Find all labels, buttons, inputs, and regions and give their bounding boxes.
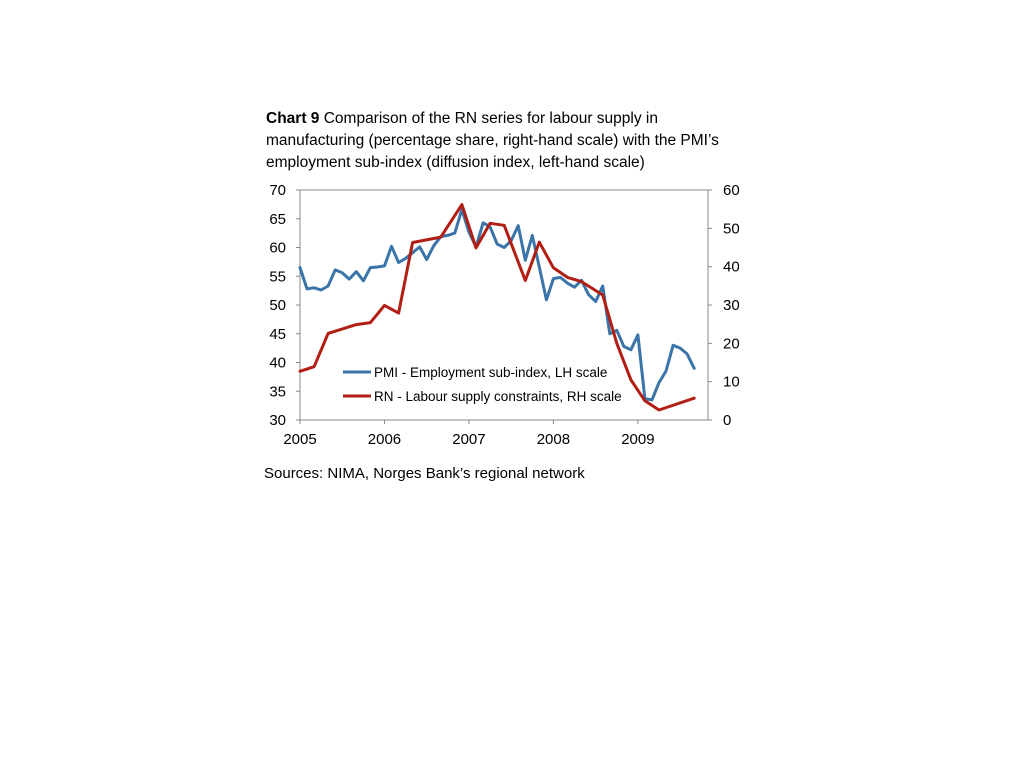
x-axis-tick-label: 2008: [537, 431, 570, 448]
pmi-series-line: [298, 208, 696, 402]
x-axis-tick-label: 2005: [283, 431, 316, 448]
right-axis-tick-label: 60: [723, 182, 740, 199]
right-axis-tick-label: 10: [723, 374, 740, 391]
x-axis-tick-label: 2009: [621, 431, 654, 448]
source-note: Sources: NIMA, Norges Bank’s regional ne…: [264, 465, 585, 482]
left-axis-tick-label: 45: [269, 326, 286, 343]
left-axis-tick-label: 50: [269, 297, 286, 314]
x-axis-tick-label: 2006: [368, 431, 401, 448]
right-axis-tick-label: 30: [723, 297, 740, 314]
left-axis-tick-label: 55: [269, 268, 286, 285]
rn-series-line: [298, 203, 696, 412]
left-axis-tick-label: 60: [269, 240, 286, 257]
legend-label: PMI - Employment sub-index, LH scale: [374, 365, 607, 380]
chart-series: [298, 203, 696, 412]
right-axis-tick-label: 0: [723, 412, 731, 429]
right-axis-tick-label: 50: [723, 220, 740, 237]
right-axis-tick-label: 40: [723, 259, 740, 276]
right-axis-tick-label: 20: [723, 335, 740, 352]
chart-caption-text: Comparison of the RN series for labour s…: [266, 110, 719, 171]
left-axis-tick-label: 35: [269, 383, 286, 400]
chart-legend: PMI - Employment sub-index, LH scale RN -…: [343, 365, 622, 404]
legend-label: RN - Labour supply constraints, RH scale: [374, 389, 622, 404]
left-axis-tick-label: 65: [269, 211, 286, 228]
x-axis-tick-label: 2007: [452, 431, 485, 448]
chart-label: Chart 9: [266, 110, 320, 127]
line-chart: 70 65 60 55 50 45 40 35 30 60 50 40 30 20 10 0 2005 2006 2…: [269, 182, 739, 448]
left-axis-tick-label: 70: [269, 182, 286, 199]
left-axis-tick-label: 30: [269, 412, 286, 429]
chart-caption: Chart 9 Comparison of the RN series for …: [266, 108, 746, 174]
chart-axes: 70 65 60 55 50 45 40 35 30 60 50 40 30 20 10 0 2005 2006 2…: [269, 182, 739, 448]
left-axis-tick-label: 40: [269, 355, 286, 372]
